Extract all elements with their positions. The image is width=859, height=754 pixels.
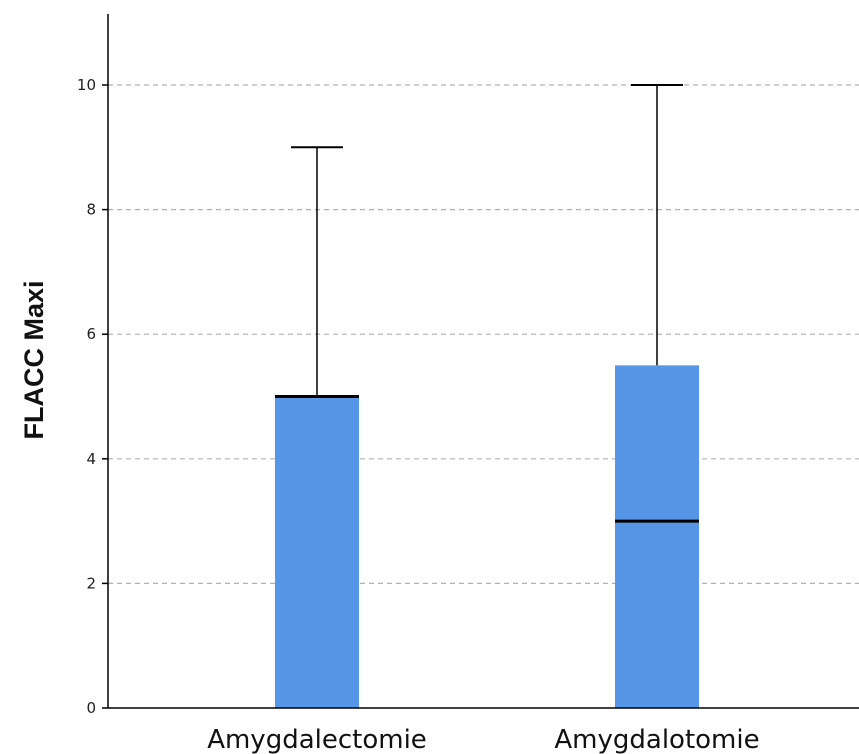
y-axis-title: FLACC Maxi [19,280,49,439]
boxes [275,84,699,708]
y-tick-label: 6 [86,325,96,343]
y-tick-label: 0 [86,699,96,717]
y-ticks: 0 2 4 6 8 10 [77,76,108,717]
y-tick-label: 2 [86,574,96,592]
box-iqr [275,396,359,708]
box-group [615,84,699,708]
x-category-label: Amygdalectomie [207,725,427,754]
y-tick-label: 4 [86,450,96,468]
axes [107,14,859,709]
gridlines [108,84,859,585]
y-tick-label: 8 [86,201,96,219]
box-iqr [615,365,699,708]
y-tick-label: 10 [77,76,96,94]
box-group [275,146,359,708]
x-category-labels: Amygdalectomie Amygdalotomie [207,725,759,754]
x-category-label: Amygdalotomie [554,725,759,754]
